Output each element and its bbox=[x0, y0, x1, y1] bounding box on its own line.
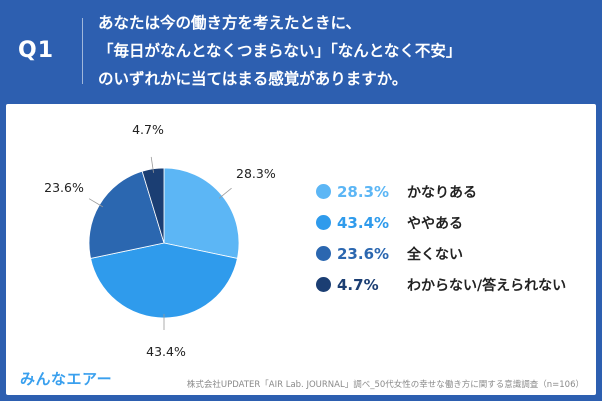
slice-label: 4.7% bbox=[132, 122, 164, 137]
legend-percent: 43.4% bbox=[337, 214, 407, 232]
slice-label: 43.4% bbox=[146, 344, 186, 359]
legend: 28.3% かなりある 43.4% ややある 23.6% 全くない 4.7% わ… bbox=[316, 176, 596, 300]
question-text: あなたは今の働き方を考えたときに、 「毎日がなんとなくつまらない」「なんとなく不… bbox=[98, 9, 593, 93]
leader-line bbox=[219, 188, 231, 198]
legend-swatch bbox=[316, 277, 331, 292]
legend-swatch bbox=[316, 184, 331, 199]
legend-percent: 28.3% bbox=[337, 183, 407, 201]
question-number: Q1 bbox=[18, 38, 70, 63]
legend-label: ややある bbox=[407, 213, 463, 233]
header-divider bbox=[82, 18, 83, 84]
legend-item: 23.6% 全くない bbox=[316, 238, 596, 269]
legend-percent: 23.6% bbox=[337, 245, 407, 263]
source-note: 株式会社UPDATER「AIR Lab. JOURNAL」調べ_50代女性の幸せ… bbox=[187, 378, 584, 390]
legend-percent: 4.7% bbox=[337, 276, 407, 294]
legend-label: わからない/答えられない bbox=[407, 275, 566, 295]
question-line-3: のいずれかに当てはまる感覚がありますか。 bbox=[98, 65, 593, 93]
question-line-2: 「毎日がなんとなくつまらない」「なんとなく不安」 bbox=[98, 37, 593, 65]
question-line-1: あなたは今の働き方を考えたときに、 bbox=[98, 9, 593, 37]
legend-swatch bbox=[316, 215, 331, 230]
slice-label: 28.3% bbox=[236, 166, 276, 181]
question-header: Q1 あなたは今の働き方を考えたときに、 「毎日がなんとなくつまらない」「なんと… bbox=[0, 0, 602, 104]
chart-card: 28.3% 43.4% 23.6% 4.7% 28.3% かなりある 43.4% やや… bbox=[6, 104, 596, 395]
pie-slice bbox=[91, 243, 238, 318]
legend-item: 43.4% ややある bbox=[316, 207, 596, 238]
legend-label: 全くない bbox=[407, 244, 463, 264]
legend-item: 4.7% わからない/答えられない bbox=[316, 269, 596, 300]
legend-label: かなりある bbox=[407, 182, 477, 202]
legend-swatch bbox=[316, 246, 331, 261]
legend-item: 28.3% かなりある bbox=[316, 176, 596, 207]
pie-slice bbox=[164, 168, 239, 258]
brand-logo: みんなエアー bbox=[20, 368, 112, 389]
slice-label: 23.6% bbox=[44, 180, 84, 195]
